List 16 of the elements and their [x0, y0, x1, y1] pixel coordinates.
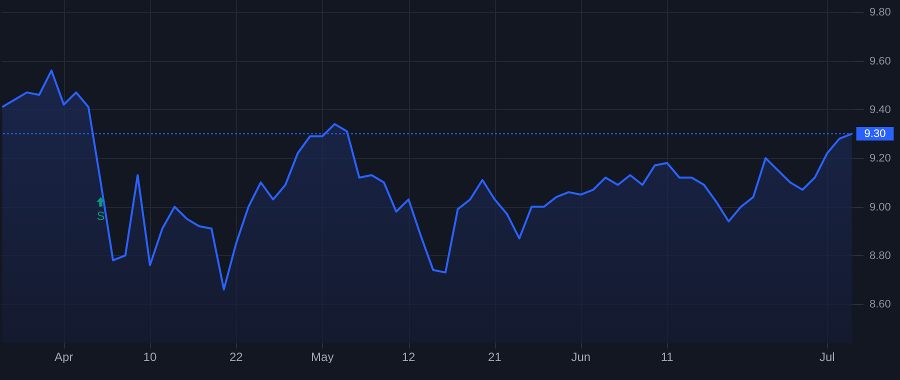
x-tick-label: 22	[229, 350, 244, 364]
y-tick-label: 9.20	[870, 152, 891, 165]
x-tick-label: 10	[143, 350, 157, 364]
y-tick-label: 9.80	[870, 6, 891, 19]
y-tick-label: 8.60	[870, 298, 891, 311]
y-tick-label: 9.40	[870, 104, 891, 116]
series-label: S	[96, 208, 105, 223]
x-tick-label: 11	[660, 350, 674, 364]
y-tick-label: 9.00	[870, 201, 891, 214]
ref-line-label: 9.30	[864, 128, 886, 140]
y-tick-label: 8.80	[870, 250, 891, 262]
x-tick-label: 12	[402, 350, 416, 364]
x-tick-label: Jun	[571, 350, 591, 364]
y-tick-label: 9.60	[870, 55, 891, 68]
x-tick-label: 21	[488, 350, 502, 364]
x-tick-label: Jul	[819, 350, 835, 364]
